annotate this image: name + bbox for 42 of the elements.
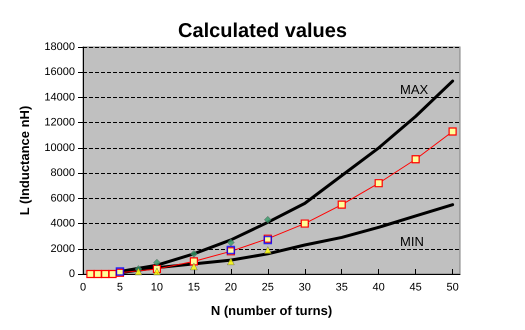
y-tick-label: 0	[68, 268, 75, 280]
y-tick-label: 14000	[44, 91, 75, 104]
point	[300, 219, 309, 228]
x-axis-title: N (number of turns)	[210, 303, 332, 318]
y-tick-label: 10000	[44, 142, 75, 154]
point	[153, 258, 161, 266]
x-tick-label: 25	[262, 282, 274, 294]
point	[190, 250, 198, 258]
point	[227, 258, 235, 266]
x-tick-label: 50	[446, 282, 459, 294]
y-tick-label: 16000	[44, 66, 75, 78]
point	[94, 270, 102, 278]
point	[338, 200, 346, 209]
x-tick-label: 10	[150, 282, 164, 294]
point	[153, 268, 161, 276]
point	[134, 268, 142, 276]
point	[190, 262, 198, 270]
x-tick-label: 20	[224, 282, 237, 294]
x-tick-label: 5	[116, 282, 124, 294]
point	[264, 246, 272, 254]
x-tick-label: 30	[298, 282, 311, 294]
x-tick-label: 40	[372, 282, 385, 294]
x-tick-label: 15	[188, 282, 200, 294]
y-tick-label: 6000	[50, 192, 75, 204]
point	[412, 155, 420, 164]
x-tick-label: 0	[80, 282, 86, 294]
y-tick-label: 12000	[44, 116, 75, 129]
point	[227, 238, 235, 246]
annotation: MAX	[400, 82, 428, 97]
point	[101, 270, 110, 278]
y-tick-label: 18000	[44, 41, 75, 53]
point	[264, 216, 272, 224]
x-tick-label: 35	[336, 282, 348, 294]
annotation: MIN	[400, 234, 424, 249]
y-tick-label: 2000	[50, 242, 75, 255]
y-axis-title: L (Inductance nH)	[17, 106, 32, 216]
point	[374, 179, 383, 188]
y-tick-label: 8000	[50, 167, 75, 180]
point	[448, 127, 457, 136]
x-tick-label: 45	[410, 282, 422, 294]
y-tick-label: 4000	[50, 218, 75, 230]
chart-title: Calculated values	[178, 20, 347, 42]
